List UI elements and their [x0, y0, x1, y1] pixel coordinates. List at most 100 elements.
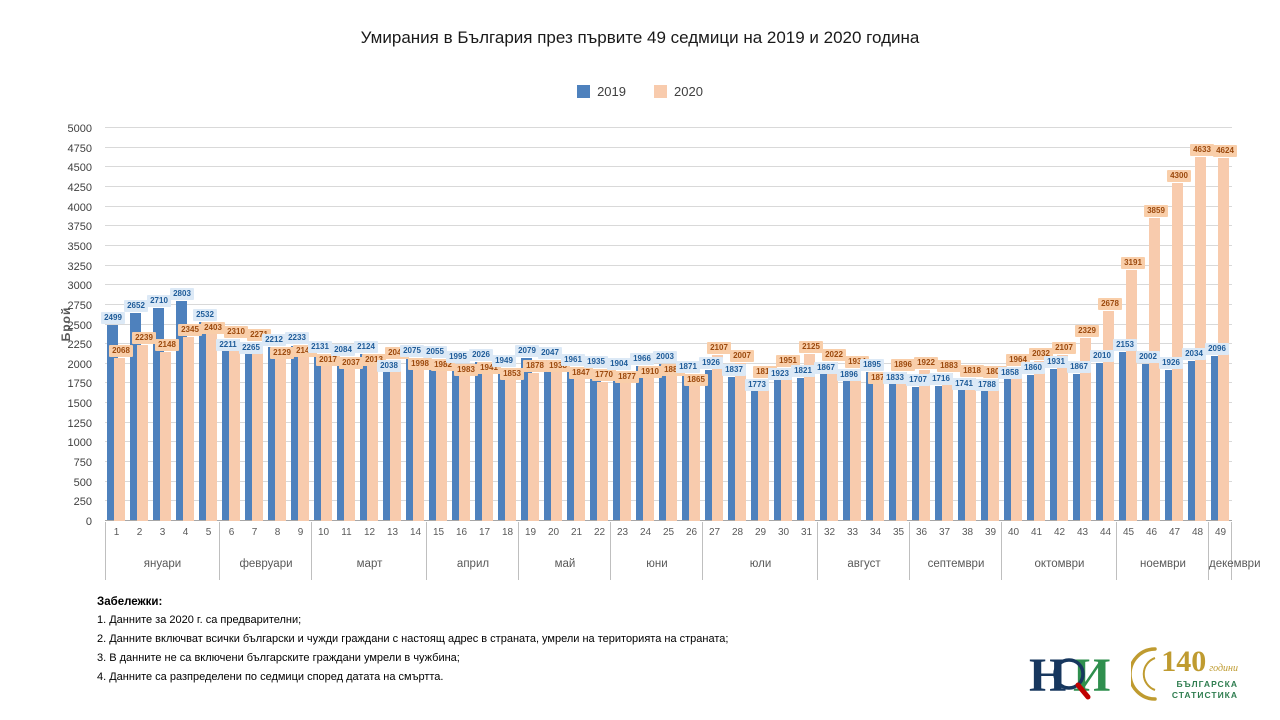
label-2020-week-46: 3859	[1144, 204, 1168, 217]
label-2019-week-10: 2131	[308, 340, 332, 353]
chart-title: Умирания в България през първите 49 седм…	[360, 28, 920, 47]
label-2020-week-43: 2329	[1075, 324, 1099, 337]
bar-2020-week-19	[528, 373, 539, 521]
gridline	[105, 343, 1232, 345]
bar-2020-week-39	[988, 379, 999, 521]
y-tick-label: 2000	[67, 358, 92, 371]
week-label-3: 3	[159, 527, 166, 538]
week-label-36: 36	[915, 527, 928, 538]
label-2019-week-21: 1961	[561, 353, 585, 366]
label-2019-week-45: 2153	[1113, 338, 1137, 351]
legend-item-2020: 2020	[654, 84, 703, 99]
anniversary-text-line1: БЪЛГАРСКА	[1176, 679, 1238, 689]
bar-2020-week-8	[275, 353, 286, 521]
label-2019-week-20: 2047	[538, 347, 562, 360]
week-label-30: 30	[777, 527, 790, 538]
label-2019-week-2: 2652	[124, 299, 148, 312]
bar-2020-week-35	[896, 371, 907, 521]
bar-2019-week-45	[1119, 351, 1130, 521]
week-label-29: 29	[754, 527, 767, 538]
label-2020-week-5: 2403	[201, 321, 225, 334]
label-2020-week-26: 1865	[684, 373, 708, 386]
label-2019-week-28: 1837	[722, 363, 746, 376]
label-2019-week-19: 2079	[515, 344, 539, 357]
bar-2020-week-25	[666, 372, 677, 521]
bar-2020-week-29	[758, 378, 769, 521]
bar-2019-week-44	[1096, 363, 1107, 521]
label-2020-week-27: 2107	[707, 342, 731, 355]
y-tick-label: 5000	[67, 123, 92, 135]
week-label-46: 46	[1145, 527, 1158, 538]
bar-2019-week-13	[383, 360, 394, 521]
y-tick-label: 3500	[67, 240, 92, 253]
bar-2020-week-23	[620, 373, 631, 521]
legend-swatch-2019	[577, 85, 591, 98]
label-2020-week-24: 1910	[638, 366, 662, 379]
label-2019-week-34: 1895	[860, 359, 884, 372]
week-label-22: 22	[593, 527, 606, 538]
gridline	[105, 284, 1232, 286]
bar-2020-week-15	[436, 365, 447, 521]
gridline	[105, 225, 1232, 227]
label-2020-week-1: 2068	[109, 345, 133, 358]
week-label-28: 28	[731, 527, 744, 538]
y-tick-label: 1750	[67, 378, 92, 391]
label-2020-week-18: 1853	[500, 367, 524, 380]
gridline	[105, 303, 1232, 305]
bar-2019-week-20	[544, 360, 555, 521]
label-2020-week-6: 2310	[224, 326, 248, 339]
gridline	[105, 205, 1232, 207]
bar-2020-week-5	[206, 332, 217, 521]
notes: Забележки: 1. Данните за 2020 г. са пред…	[97, 596, 957, 690]
week-label-49: 49	[1214, 527, 1227, 538]
note-item: 1. Данните за 2020 г. са предварителни;	[97, 614, 302, 626]
label-2019-week-15: 2055	[423, 346, 447, 359]
month-label-ноември: ноември	[1140, 558, 1186, 570]
label-2019-week-46: 2002	[1136, 350, 1160, 363]
y-tick-label: 1250	[67, 417, 92, 430]
bar-2020-week-36	[919, 369, 930, 521]
nsi-logo: Н И	[1029, 649, 1110, 702]
bar-2020-week-47	[1172, 183, 1183, 521]
label-2020-week-35: 1896	[891, 358, 915, 371]
month-label-март: март	[356, 558, 383, 570]
label-2020-week-10: 2017	[316, 353, 340, 366]
y-tick-label: 3250	[67, 260, 92, 273]
month-label-май: май	[554, 558, 576, 570]
magnifier-icon	[1053, 658, 1085, 690]
label-2019-week-41: 1860	[1021, 361, 1045, 374]
bar-2020-week-13	[390, 360, 401, 521]
label-2020-week-22: 1770	[592, 368, 616, 381]
label-2019-week-3: 2710	[147, 294, 171, 307]
laurel-arc-icon	[1131, 647, 1157, 701]
label-2020-week-42: 2107	[1052, 342, 1076, 355]
bar-2020-week-45	[1126, 270, 1137, 521]
week-label-20: 20	[547, 527, 560, 538]
bar-2019-week-32	[820, 374, 831, 521]
label-2019-week-38: 1741	[952, 378, 976, 391]
bar-2019-week-1	[107, 324, 118, 521]
bar-2020-week-20	[551, 368, 562, 521]
bar-2019-week-30	[774, 369, 785, 521]
label-2019-week-47: 1926	[1159, 356, 1183, 369]
bar-2019-week-38	[958, 384, 969, 521]
y-tick-label: 1000	[67, 437, 92, 450]
label-2019-week-42: 1931	[1044, 356, 1068, 369]
bar-2019-week-4	[176, 300, 187, 521]
bar-2019-week-10	[314, 353, 325, 521]
bar-2020-week-26	[689, 374, 700, 521]
plot-area: 2499 2068 2652 2239 2710 2148 2803 2345 2532 2403…	[101, 127, 1237, 521]
label-2020-week-45: 3191	[1121, 257, 1145, 270]
label-2019-week-40: 1858	[998, 366, 1022, 379]
week-label-13: 13	[386, 527, 399, 538]
label-2019-week-22: 1935	[584, 355, 608, 368]
bar-2019-week-25	[659, 363, 670, 521]
bar-2020-week-40	[1011, 366, 1022, 521]
week-label-11: 11	[341, 527, 352, 538]
bar-2020-week-41	[1034, 361, 1045, 521]
label-2019-week-30: 1923	[768, 367, 792, 380]
month-label-февруари: февруари	[239, 558, 293, 570]
bar-2019-week-2	[130, 312, 141, 521]
label-2019-week-31: 1821	[791, 364, 815, 377]
bar-2020-week-3	[160, 352, 171, 521]
